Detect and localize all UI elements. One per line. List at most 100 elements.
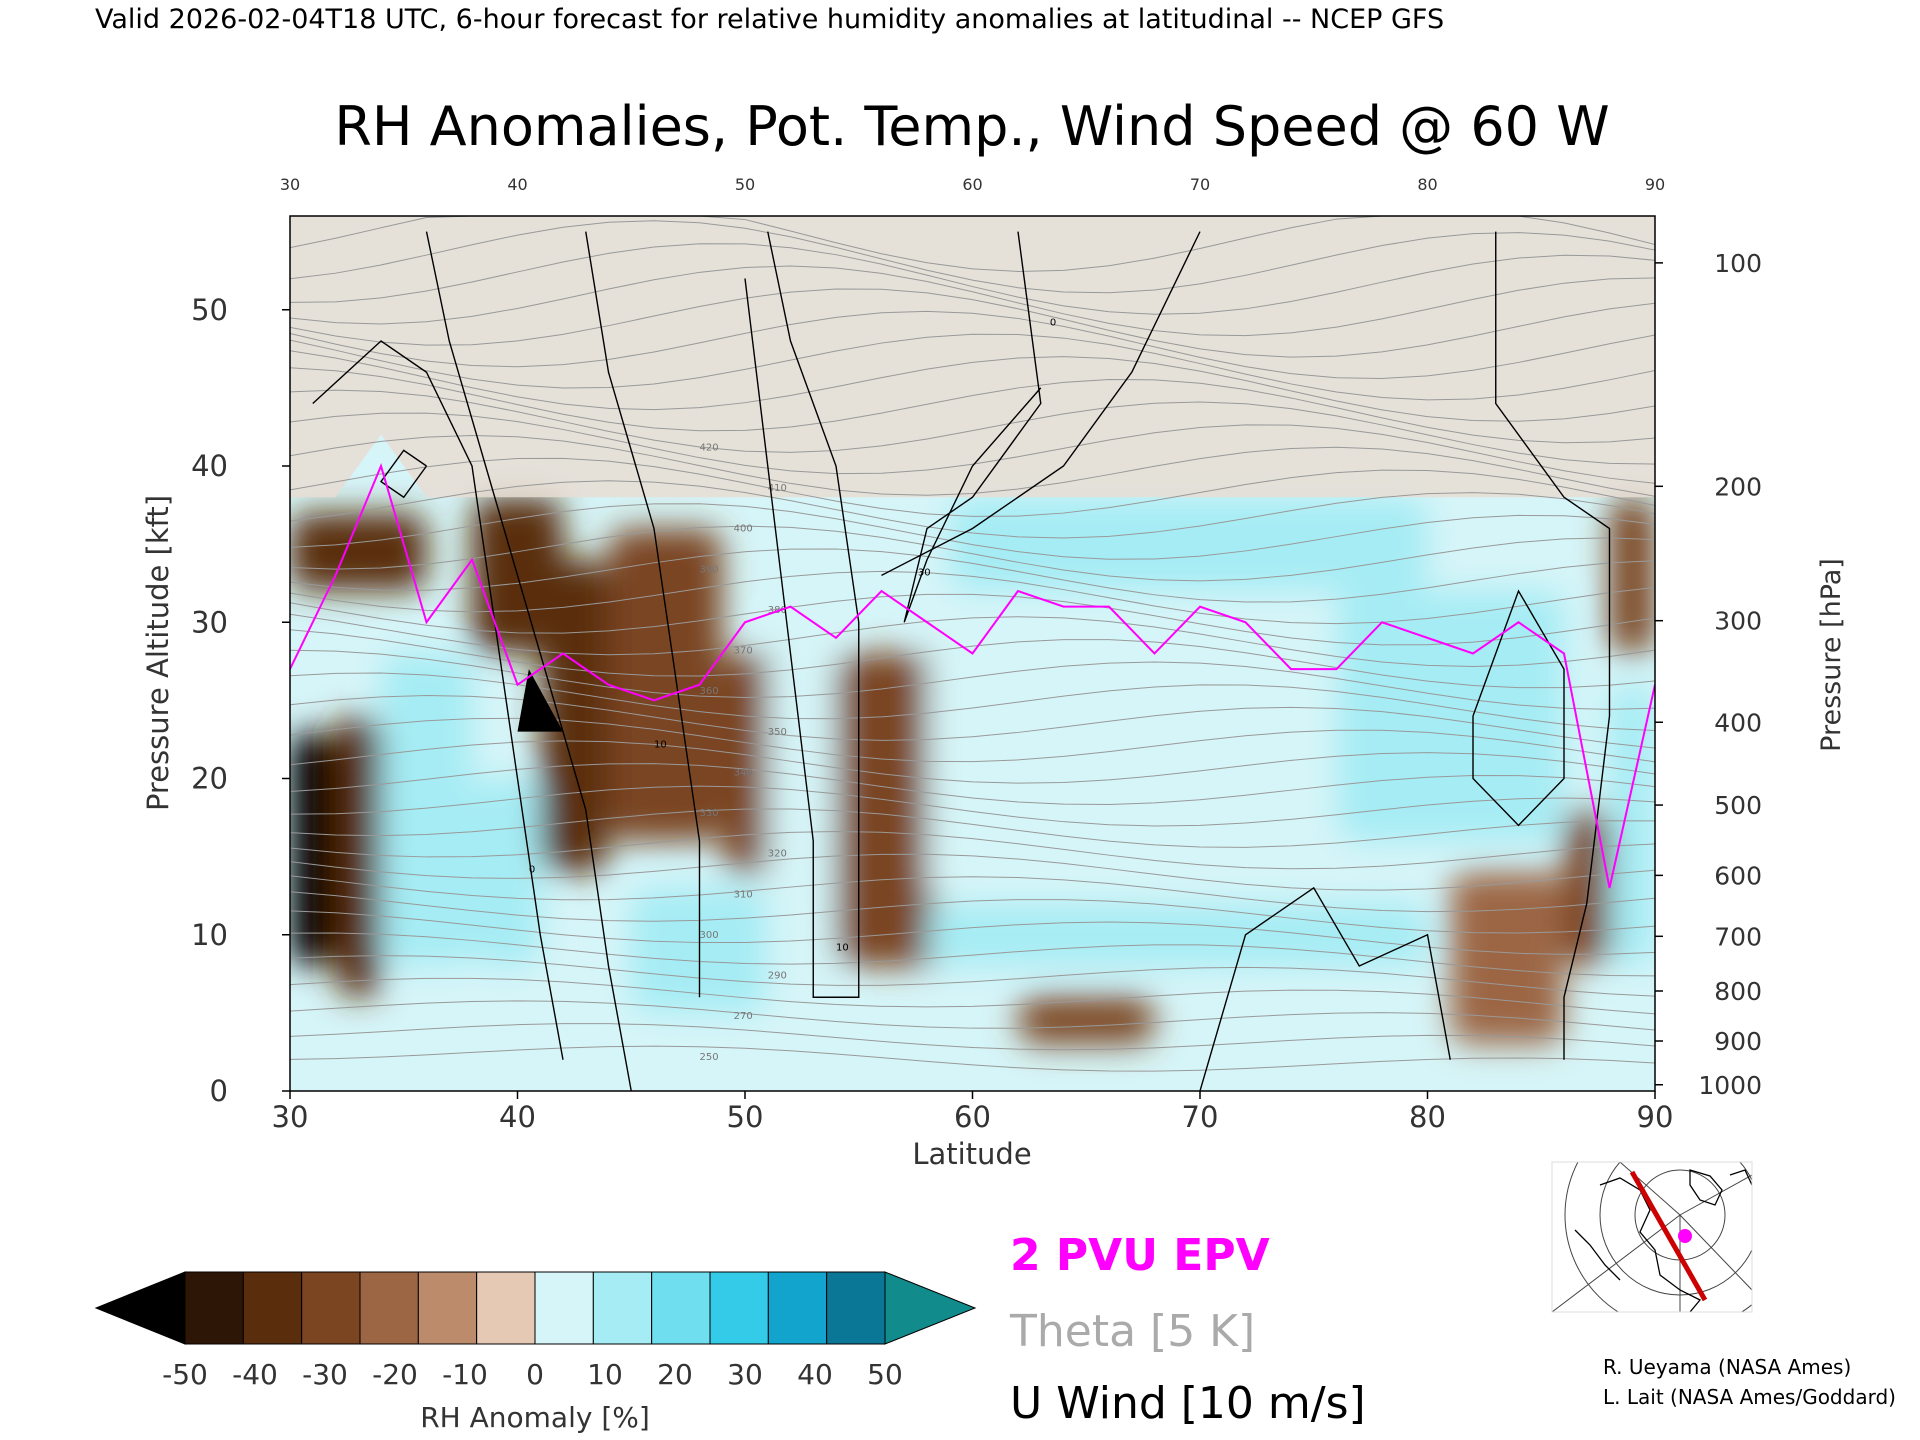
- pressure-tick-label: 800: [1714, 977, 1762, 1006]
- legend-epv: 2 PVU EPV: [1010, 1230, 1270, 1281]
- x-tick-label: 30: [272, 1100, 309, 1134]
- y-tick-label: 20: [191, 762, 228, 796]
- theta-contours: 2502702903003103203303403503603703803904…: [290, 216, 1655, 1072]
- rh-field-cell: [1564, 809, 1610, 966]
- theta-contour: [290, 1045, 1655, 1072]
- axes: 3030404050506060707080809090010203040501…: [191, 175, 1762, 1134]
- theta-contour: [290, 932, 1655, 977]
- colorbar-over-arrow: [884, 1271, 977, 1345]
- theta-contour-label: 360: [700, 686, 719, 697]
- theta-contour-label: 340: [734, 767, 753, 778]
- theta-contour-label: 400: [734, 524, 753, 535]
- theta-contour: [290, 875, 1655, 913]
- theta-contour: [290, 593, 1655, 646]
- rh-field-cell: [1609, 684, 1655, 966]
- colorbar-segment: [534, 1271, 594, 1345]
- wind-contour: [744, 231, 860, 998]
- wind-contour: [1472, 589, 1565, 827]
- colorbar-segment: [709, 1271, 769, 1345]
- theta-contour-label: 350: [768, 727, 787, 738]
- y-tick-label: 40: [191, 449, 228, 483]
- theta-contour: [290, 548, 1655, 603]
- rh-field-cell: [381, 653, 472, 966]
- epv-line: [290, 462, 1655, 889]
- y-tick-label: 30: [191, 605, 228, 639]
- theta-contour: [290, 503, 1655, 560]
- theta-contour: [290, 717, 1655, 763]
- inset-map-frame: [1551, 1161, 1753, 1313]
- theta-contour: [290, 785, 1655, 827]
- pressure-tick-label: 400: [1714, 708, 1762, 737]
- wind-contour-label: 10: [836, 942, 849, 953]
- y-tick-label: 50: [191, 293, 228, 327]
- theta-contour: [290, 1023, 1655, 1051]
- theta-contour: [290, 310, 1655, 379]
- theta-contour: [290, 412, 1655, 484]
- x-tick-label-top: 90: [1645, 175, 1665, 194]
- theta-contour: [290, 740, 1655, 784]
- colorbar-label: RH Anomaly [%]: [420, 1401, 650, 1434]
- theta-contour-label: 320: [768, 849, 787, 860]
- polar-stereographic-map-icon: [1552, 1162, 1752, 1312]
- rh-field-cell: [1018, 997, 1155, 1045]
- cross-section-line: [1629, 1170, 1708, 1302]
- rh-field-cell: [927, 903, 1428, 966]
- pressure-tick-label: 200: [1714, 472, 1762, 501]
- legend-uwind: U Wind [10 m/s]: [1010, 1378, 1366, 1429]
- pressure-tick-label: 900: [1714, 1027, 1762, 1056]
- theta-contour-label: 270: [734, 1011, 753, 1022]
- credit-line-2: L. Lait (NASA Ames/Goddard): [1603, 1385, 1896, 1409]
- theta-contour: [290, 955, 1655, 997]
- x-tick-label-top: 50: [735, 175, 755, 194]
- wind-max-marker: [517, 669, 563, 732]
- wind-contour: [425, 231, 632, 1091]
- rh-field-cell: [1336, 591, 1564, 841]
- plot-area: 2502702903003103203303403503603703803904…: [290, 216, 1655, 1091]
- colorbar-segment: [476, 1271, 536, 1345]
- colorbar-segment: [184, 1271, 244, 1345]
- theta-contour: [290, 629, 1655, 689]
- x-tick-label: 90: [1637, 1100, 1674, 1134]
- theta-contour-label: 370: [734, 646, 753, 657]
- theta-contour-label: 410: [768, 483, 787, 494]
- theta-contour: [290, 695, 1655, 749]
- colorbar-tick-label: -20: [372, 1358, 418, 1391]
- theta-contour: [290, 830, 1655, 870]
- rh-anomaly-field: [290, 497, 1655, 1045]
- theta-contour: [290, 891, 1655, 934]
- colorbar-tick-label: -10: [442, 1358, 488, 1391]
- cross-section-marker: [1678, 1229, 1692, 1243]
- colorbar-tick-label: -30: [302, 1358, 348, 1391]
- theta-contour-label: 250: [700, 1052, 719, 1063]
- rh-field-cell: [1450, 872, 1564, 1045]
- x-tick-label: 40: [499, 1100, 536, 1134]
- theta-contour: [290, 613, 1655, 668]
- chart-title: RH Anomalies, Pot. Temp., Wind Speed @ 6…: [334, 95, 1609, 158]
- wind-contour: [585, 231, 701, 998]
- theta-contour: [290, 910, 1655, 955]
- colorbar-segment: [826, 1271, 886, 1345]
- pressure-tick-label: 300: [1714, 607, 1762, 636]
- wind-contour-label: 30: [918, 567, 931, 578]
- theta-contour: [290, 434, 1655, 497]
- rh-field-cell: [290, 731, 336, 966]
- x-tick-label-top: 60: [962, 175, 982, 194]
- colorbar-under-arrow: [94, 1271, 186, 1345]
- colorbar: -50 -40 -30 -20 -10 0 10 20 30 40 50: [94, 1271, 977, 1391]
- credit-line-1: R. Ueyama (NASA Ames): [1603, 1355, 1851, 1379]
- theta-contour: [290, 570, 1655, 625]
- theta-contour: [290, 525, 1655, 582]
- colorbar-segment: [417, 1271, 478, 1345]
- theta-contour: [290, 216, 1655, 272]
- colorbar-tick-label: 10: [587, 1358, 623, 1391]
- y-axis-label-right: Pressure [hPa]: [1816, 558, 1847, 752]
- theta-contour: [290, 333, 1655, 401]
- theta-contour-label: 330: [700, 808, 719, 819]
- colorbar-tick-label: 20: [657, 1358, 693, 1391]
- wind-contour-label: 0: [529, 864, 535, 875]
- theta-contour: [290, 350, 1655, 422]
- wind-contour: [380, 449, 428, 499]
- rh-field-cell: [836, 653, 950, 966]
